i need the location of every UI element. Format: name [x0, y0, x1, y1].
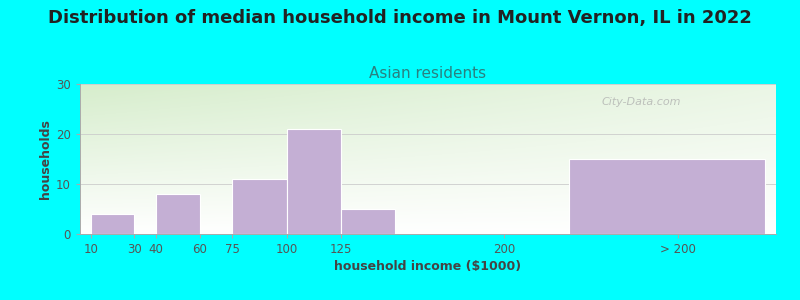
Bar [91, 214, 134, 234]
Bar [286, 129, 341, 234]
Text: City-Data.com: City-Data.com [602, 97, 682, 107]
Bar [232, 179, 286, 234]
Title: Asian residents: Asian residents [370, 66, 486, 81]
Bar [341, 209, 395, 234]
Y-axis label: households: households [39, 119, 52, 199]
Bar [156, 194, 200, 234]
Text: Distribution of median household income in Mount Vernon, IL in 2022: Distribution of median household income … [48, 9, 752, 27]
Bar [570, 159, 765, 234]
X-axis label: household income ($1000): household income ($1000) [334, 260, 522, 273]
